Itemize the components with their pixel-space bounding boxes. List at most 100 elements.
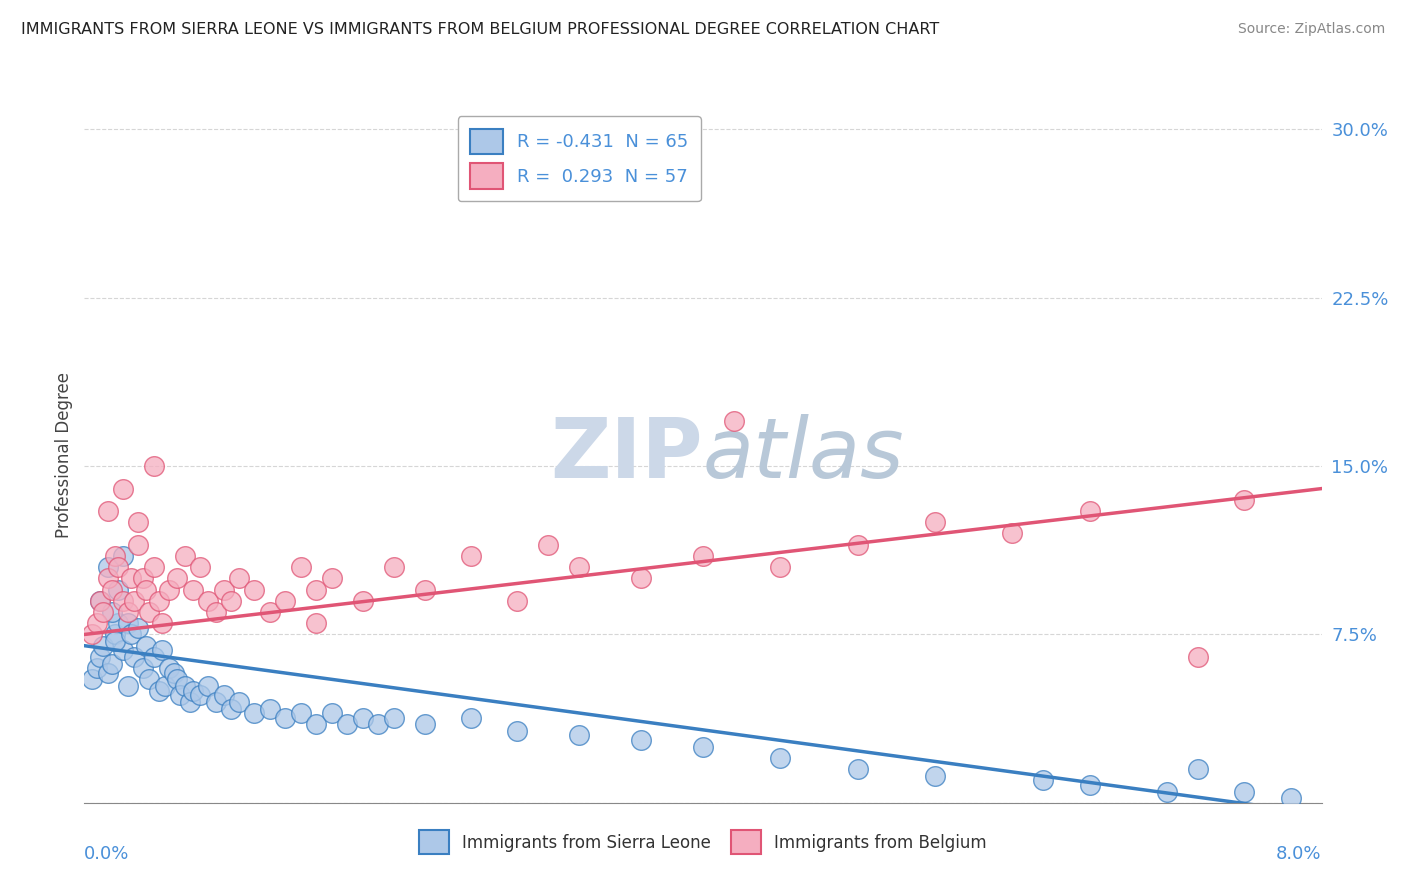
Point	[1032, 773, 1054, 788]
Point	[107, 582, 129, 597]
Point	[89, 594, 111, 608]
Point	[274, 710, 297, 724]
Point	[181, 683, 204, 698]
Point	[150, 643, 173, 657]
Point	[148, 594, 170, 608]
Point	[290, 706, 312, 720]
Point	[352, 710, 374, 724]
Point	[107, 616, 129, 631]
Point	[1078, 778, 1101, 792]
Point	[135, 582, 157, 597]
Point	[305, 717, 328, 731]
Point	[212, 582, 235, 597]
Point	[846, 762, 869, 776]
Point	[96, 560, 118, 574]
Point	[723, 414, 745, 428]
Point	[413, 717, 436, 731]
Text: IMMIGRANTS FROM SIERRA LEONE VS IMMIGRANTS FROM BELGIUM PROFESSIONAL DEGREE CORR: IMMIGRANTS FROM SIERRA LEONE VS IMMIGRAN…	[21, 22, 939, 37]
Point	[91, 639, 114, 653]
Point	[166, 571, 188, 585]
Point	[138, 673, 160, 687]
Point	[127, 515, 149, 529]
Point	[86, 661, 108, 675]
Point	[1279, 791, 1302, 805]
Point	[568, 729, 591, 743]
Point	[127, 621, 149, 635]
Text: 8.0%: 8.0%	[1277, 845, 1322, 863]
Point	[104, 627, 127, 641]
Point	[112, 643, 135, 657]
Point	[367, 717, 389, 731]
Point	[382, 710, 405, 724]
Point	[197, 594, 219, 608]
Point	[1156, 784, 1178, 798]
Point	[1001, 526, 1024, 541]
Point	[219, 594, 242, 608]
Point	[460, 710, 482, 724]
Point	[769, 560, 792, 574]
Point	[153, 679, 176, 693]
Point	[169, 688, 191, 702]
Text: atlas: atlas	[703, 415, 904, 495]
Point	[205, 605, 228, 619]
Point	[122, 649, 145, 664]
Point	[112, 482, 135, 496]
Point	[174, 549, 197, 563]
Point	[132, 661, 155, 675]
Point	[460, 549, 482, 563]
Point	[120, 571, 142, 585]
Point	[117, 679, 139, 693]
Point	[122, 594, 145, 608]
Point	[82, 627, 104, 641]
Point	[630, 571, 652, 585]
Point	[506, 594, 529, 608]
Point	[290, 560, 312, 574]
Point	[1187, 649, 1209, 664]
Point	[91, 605, 114, 619]
Point	[630, 733, 652, 747]
Point	[112, 594, 135, 608]
Point	[769, 751, 792, 765]
Point	[228, 695, 250, 709]
Point	[537, 538, 560, 552]
Point	[89, 594, 111, 608]
Point	[132, 571, 155, 585]
Point	[96, 504, 118, 518]
Point	[101, 657, 124, 671]
Point	[846, 538, 869, 552]
Point	[166, 673, 188, 687]
Point	[228, 571, 250, 585]
Point	[107, 560, 129, 574]
Point	[924, 769, 946, 783]
Point	[305, 616, 328, 631]
Point	[692, 739, 714, 754]
Point	[104, 549, 127, 563]
Point	[117, 616, 139, 631]
Point	[568, 560, 591, 574]
Point	[143, 459, 166, 474]
Point	[274, 594, 297, 608]
Point	[1233, 784, 1256, 798]
Point	[159, 661, 180, 675]
Point	[143, 560, 166, 574]
Point	[86, 616, 108, 631]
Point	[150, 616, 173, 631]
Point	[305, 582, 328, 597]
Point	[135, 639, 157, 653]
Text: 0.0%: 0.0%	[84, 845, 129, 863]
Point	[219, 701, 242, 715]
Y-axis label: Professional Degree: Professional Degree	[55, 372, 73, 538]
Point	[117, 605, 139, 619]
Point	[336, 717, 359, 731]
Point	[188, 560, 212, 574]
Point	[101, 605, 124, 619]
Point	[143, 649, 166, 664]
Point	[89, 649, 111, 664]
Point	[96, 665, 118, 680]
Point	[96, 571, 118, 585]
Legend: Immigrants from Sierra Leone, Immigrants from Belgium: Immigrants from Sierra Leone, Immigrants…	[409, 821, 997, 864]
Point	[243, 706, 266, 720]
Point	[188, 688, 212, 702]
Point	[82, 673, 104, 687]
Point	[321, 571, 343, 585]
